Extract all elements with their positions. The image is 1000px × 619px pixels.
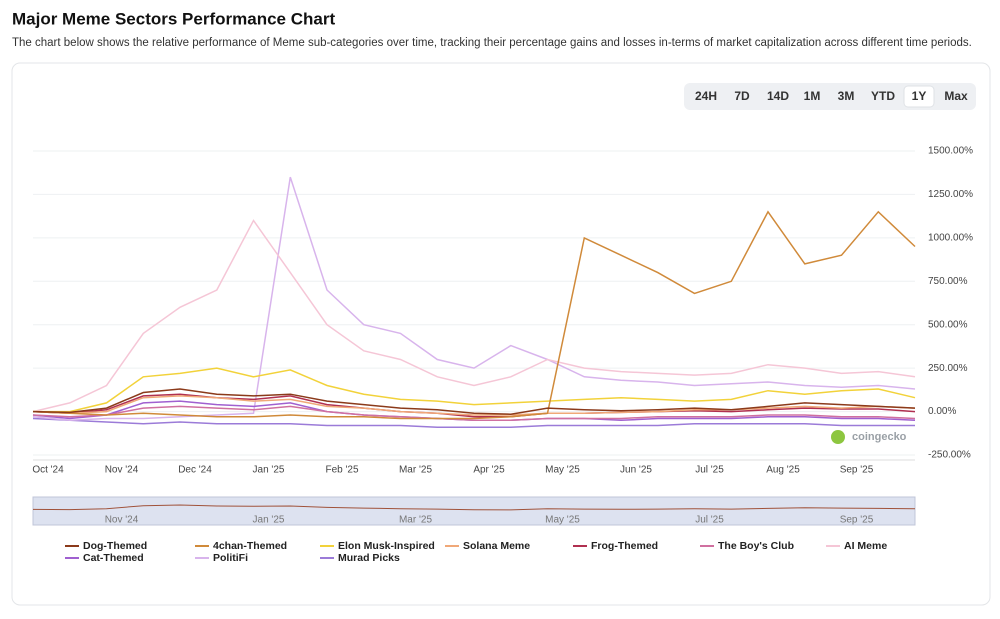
y-tick-label: 1250.00% xyxy=(928,189,973,200)
y-tick-label: 750.00% xyxy=(928,276,968,287)
x-tick-label: May '25 xyxy=(545,465,580,476)
legend-label[interactable]: Elon Musk-Inspired xyxy=(338,540,435,552)
range-button[interactable]: 3M xyxy=(838,89,855,103)
legend-label[interactable]: AI Meme xyxy=(844,540,887,552)
navigator-label: Sep '25 xyxy=(840,515,874,526)
range-button[interactable]: 7D xyxy=(734,89,750,103)
x-tick-label: Feb '25 xyxy=(325,465,358,476)
x-tick-label: Oct '24 xyxy=(32,465,64,476)
legend-label[interactable]: PolitiFi xyxy=(213,552,248,564)
range-button[interactable]: 1M xyxy=(804,89,821,103)
navigator-label: Jan '25 xyxy=(253,515,285,526)
watermark: coingecko xyxy=(852,431,907,443)
range-button[interactable]: 1Y xyxy=(912,89,927,103)
y-tick-label: 250.00% xyxy=(928,363,968,374)
description: The chart below shows the relative perfo… xyxy=(12,37,972,49)
series-line xyxy=(32,210,916,420)
card xyxy=(11,62,991,606)
range-button[interactable]: 24H xyxy=(695,89,717,103)
navigator-label: May '25 xyxy=(545,515,580,526)
x-tick-label: Mar '25 xyxy=(399,465,432,476)
series-line xyxy=(32,405,916,422)
range-button[interactable]: YTD xyxy=(871,89,895,103)
x-tick-label: Jul '25 xyxy=(695,465,724,476)
navigator-line xyxy=(32,504,916,511)
x-tick-label: Dec '24 xyxy=(178,465,212,476)
y-tick-label: -250.00% xyxy=(928,450,971,461)
title: Major Meme Sectors Performance Chart xyxy=(12,9,335,28)
range-active xyxy=(903,85,935,108)
legend-label[interactable]: Solana Meme xyxy=(463,540,530,552)
legend-label[interactable]: Murad Picks xyxy=(338,552,400,564)
navigator[interactable] xyxy=(32,496,916,526)
series-line xyxy=(33,367,916,413)
x-tick-label: Nov '24 xyxy=(105,465,139,476)
series-line xyxy=(32,176,916,422)
series-line xyxy=(32,417,915,428)
watermark-logo xyxy=(831,430,845,444)
x-tick-label: Sep '25 xyxy=(840,465,874,476)
y-tick-label: 1500.00% xyxy=(928,146,973,157)
navigator-label: Nov '24 xyxy=(105,515,139,526)
x-tick-label: Apr '25 xyxy=(473,465,505,476)
series-line xyxy=(32,395,916,416)
x-tick-label: Jun '25 xyxy=(620,465,652,476)
legend-label[interactable]: Dog-Themed xyxy=(83,540,147,552)
x-tick-label: Jan '25 xyxy=(253,465,285,476)
series-line xyxy=(32,388,916,415)
x-tick-label: Aug '25 xyxy=(766,465,800,476)
y-tick-label: 0.00% xyxy=(928,406,956,417)
legend-label[interactable]: Cat-Themed xyxy=(83,552,144,564)
legend-label[interactable]: The Boy's Club xyxy=(718,540,794,552)
range-group xyxy=(684,83,976,110)
legend-label[interactable]: 4chan-Themed xyxy=(213,540,287,552)
y-tick-label: 500.00% xyxy=(928,319,968,330)
navigator-label: Mar '25 xyxy=(399,515,432,526)
range-button[interactable]: 14D xyxy=(767,89,789,103)
legend-label[interactable]: Frog-Themed xyxy=(591,540,658,552)
navigator-label: Jul '25 xyxy=(695,515,724,526)
series-line xyxy=(32,219,916,413)
series-line xyxy=(32,393,916,418)
range-button[interactable]: Max xyxy=(944,89,968,103)
y-tick-label: 1000.00% xyxy=(928,232,973,243)
